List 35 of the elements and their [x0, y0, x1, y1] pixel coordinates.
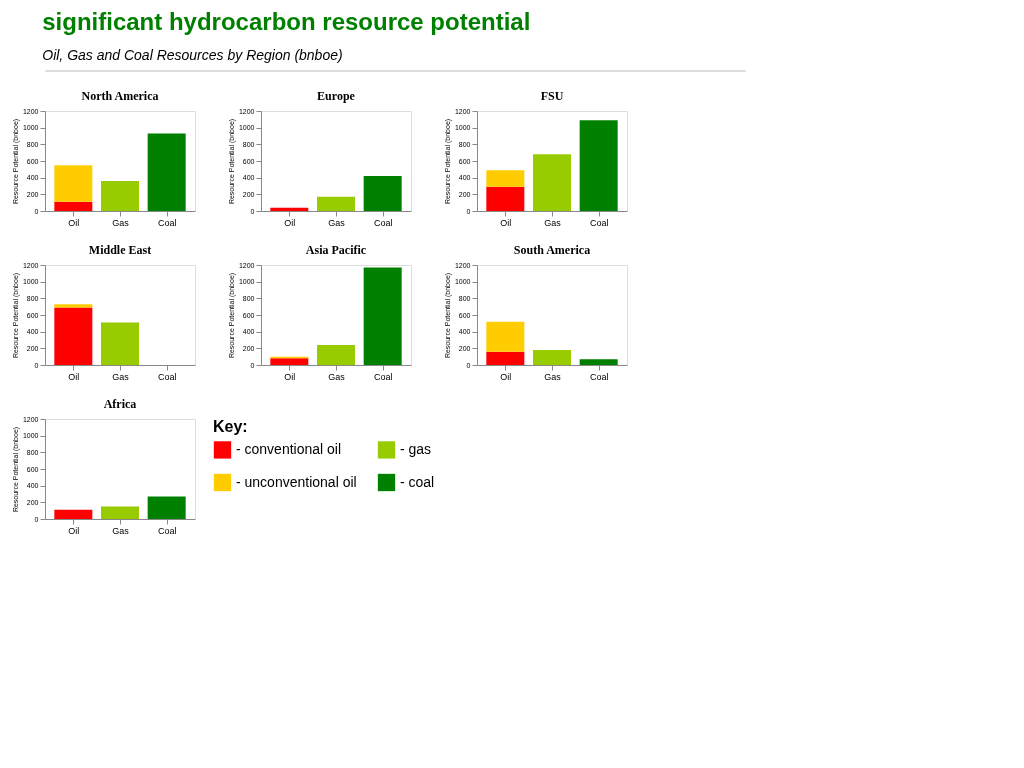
x-tick-label: Oil	[68, 217, 80, 228]
text: significant hydrocarbon resource potential	[42, 8, 531, 36]
chart-title: FSU	[540, 89, 564, 103]
x-tick-label: Coal	[157, 525, 177, 536]
x-tick-label: Coal	[157, 217, 177, 228]
x-tick-label: Oil	[284, 217, 296, 228]
x-tick-label: Gas	[544, 217, 562, 228]
x-tick-label: Oil	[68, 371, 80, 382]
x-tick-label: Gas	[544, 371, 562, 382]
x-tick-label: Gas	[112, 525, 130, 536]
chart-title: Africa	[103, 397, 137, 411]
x-tick-label: Coal	[373, 371, 393, 382]
chart-title: Asia Pacific	[305, 243, 367, 257]
legend-label: - conventional oil	[236, 440, 342, 457]
chart-title: South America	[513, 243, 591, 257]
legend-title: Key:	[213, 418, 248, 435]
x-tick-label: Coal	[157, 371, 177, 382]
legend-label: - unconventional oil	[236, 473, 357, 490]
x-tick-label: Gas	[112, 217, 130, 228]
x-tick-label: Gas	[328, 217, 346, 228]
legend-label: - coal	[400, 473, 435, 490]
x-tick-label: Oil	[68, 525, 80, 536]
text: Oil, Gas and Coal Resources by Region (bnboe)	[42, 47, 343, 64]
chart-title: Middle East	[88, 243, 152, 257]
x-tick-label: Coal	[373, 217, 393, 228]
x-tick-label: Coal	[589, 371, 609, 382]
x-tick-label: Oil	[500, 371, 512, 382]
chart-title: North America	[81, 89, 159, 103]
x-tick-label: Coal	[589, 217, 609, 228]
legend-label: - gas	[400, 440, 432, 457]
x-tick-label: Oil	[284, 371, 296, 382]
chart-title: Europe	[317, 89, 356, 103]
x-tick-label: Gas	[112, 371, 130, 382]
x-tick-label: Gas	[328, 371, 346, 382]
x-tick-label: Oil	[500, 217, 512, 228]
